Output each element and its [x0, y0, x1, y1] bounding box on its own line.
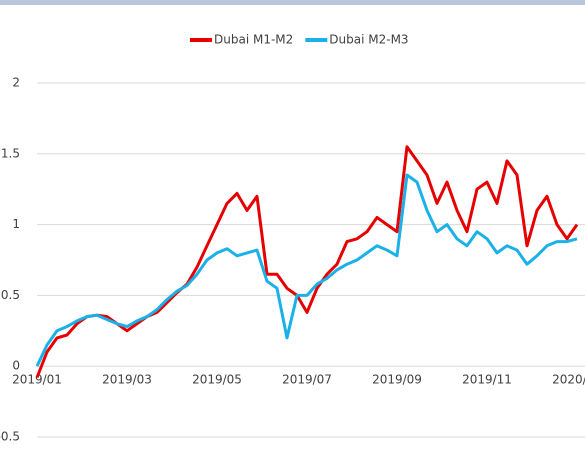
legend-label: Dubai M2-M3 [329, 33, 408, 47]
y-tick-label: 1 [12, 217, 20, 231]
legend-label: Dubai M1-M2 [214, 33, 293, 47]
x-tick-label: 2019/01 [12, 373, 62, 387]
x-tick-label: 2019/09 [372, 373, 422, 387]
y-tick-label: 1.5 [1, 146, 20, 160]
x-tick-label: 2019/03 [102, 373, 152, 387]
series-line [35, 145, 579, 379]
x-tick-label: 2019/07 [282, 373, 332, 387]
y-tick-label: 0 [12, 359, 20, 373]
x-tick-label: 2019/05 [192, 373, 242, 387]
series-line [35, 173, 578, 367]
y-tick-label: 2 [12, 76, 20, 90]
x-tick-label: 2020/01 [552, 373, 585, 387]
top-border [0, 0, 585, 5]
x-tick-label: 2019/11 [462, 373, 512, 387]
y-tick-label: -0.5 [0, 430, 20, 444]
y-tick-label: 0.5 [1, 288, 20, 302]
